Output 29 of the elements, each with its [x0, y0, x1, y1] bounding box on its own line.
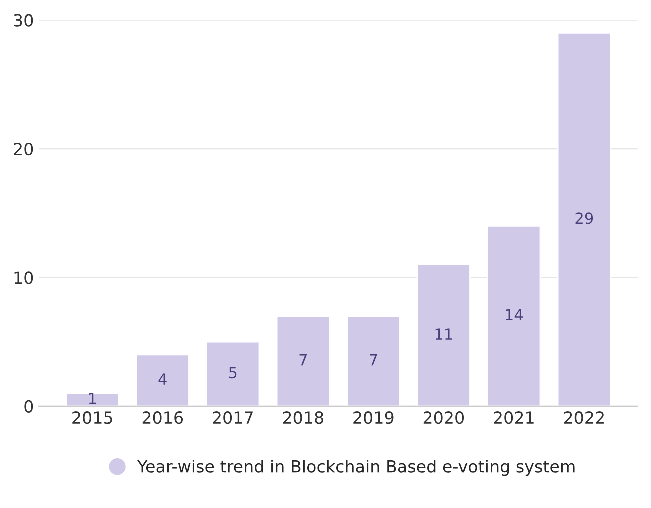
bar — [206, 341, 260, 406]
bar — [346, 316, 401, 406]
legend-label: Year-wise trend in Blockchain Based e-voting system — [137, 460, 575, 476]
x-tick-label: 2016 — [142, 412, 184, 424]
x-tick-label: 2022 — [564, 412, 604, 424]
bar — [487, 226, 542, 406]
data-label: 11 — [436, 328, 452, 340]
data-label: 29 — [576, 212, 594, 224]
bar — [416, 264, 471, 406]
x-tick-label: 2020 — [424, 412, 464, 424]
data-label: 7 — [300, 354, 307, 366]
data-label: 14 — [506, 309, 524, 321]
data-label: 4 — [158, 374, 167, 385]
x-tick-label: 2018 — [283, 412, 324, 424]
data-label: 7 — [370, 354, 378, 366]
y-tick-label: 0 — [24, 400, 34, 413]
data-label: 1 — [89, 393, 96, 404]
x-tick-label: 2021 — [494, 412, 534, 424]
data-label: 5 — [229, 367, 237, 379]
x-tick-label: 2019 — [354, 412, 394, 424]
bar — [557, 32, 612, 406]
bar — [66, 392, 120, 406]
bar — [276, 316, 330, 406]
y-tick-label: 30 — [14, 14, 34, 27]
y-tick-label: 20 — [14, 142, 34, 156]
x-tick-label: 2017 — [213, 412, 253, 424]
y-tick-label: 10 — [14, 272, 34, 284]
bar — [136, 354, 190, 406]
x-tick-label: 2015 — [72, 412, 112, 424]
